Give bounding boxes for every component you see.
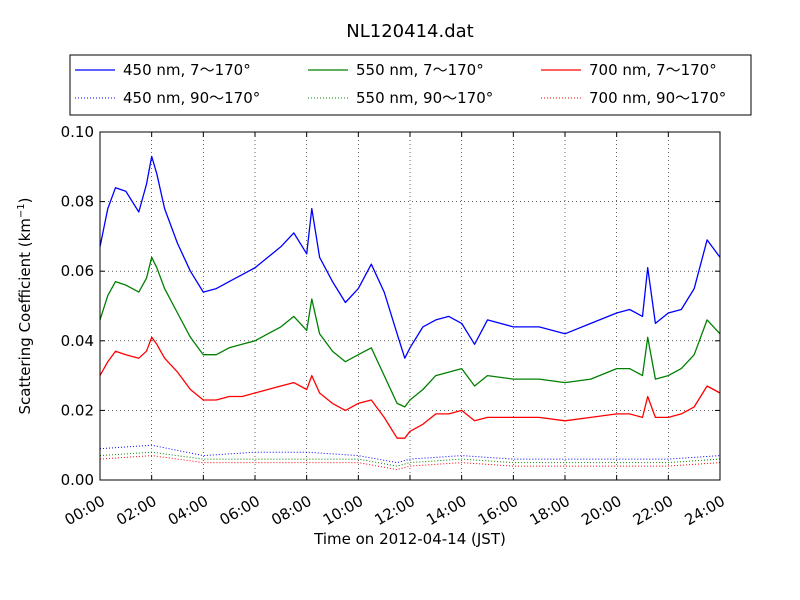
y-tick-label: 0.08 [61,193,94,211]
series-line-2 [99,256,721,408]
legend: 450 nm, 7～170° 450 nm, 90～170° 550 nm, 7～1… [69,54,752,116]
grid [100,132,720,480]
x-axis: 00:00 02:00 04:00 06:00 08:00 10:00 12:00 14:00… [62,132,728,529]
x-tick-label: 02:00 [113,492,159,529]
x-tick-label: 06:00 [217,492,263,529]
series-line-0 [99,155,721,359]
legend-label-0: 450 nm, 7～170° [123,61,251,79]
x-tick-label: 04:00 [165,492,211,529]
y-tick-label: 0.10 [61,123,94,141]
legend-label-1: 450 nm, 90～170° [123,89,260,107]
legend-label-4: 700 nm, 7～170° [589,61,717,79]
series-line-5 [99,455,721,471]
y-tick-label: 0.04 [61,332,94,350]
x-axis-label: Time on 2012-04-14 (JST) [313,530,506,548]
y-axis: 0.00 0.02 0.04 0.06 0.08 0.10 [61,123,720,489]
x-tick-label: 18:00 [527,492,573,529]
x-tick-label: 08:00 [268,492,314,529]
y-tick-label: 0.02 [61,401,94,419]
x-tick-label: 24:00 [682,492,728,529]
x-tick-label: 00:00 [62,492,108,529]
y-axis-label-tail: ) [16,197,34,203]
chart-title: NL120414.dat [346,21,473,42]
legend-box [69,54,752,116]
x-tick-label: 14:00 [423,492,469,529]
plot-series [99,155,721,471]
x-tick-label: 12:00 [372,492,418,529]
legend-label-3: 550 nm, 90～170° [356,89,493,107]
x-tick-label: 10:00 [320,492,366,529]
y-tick-label: 0.00 [61,471,94,489]
series-line-4 [99,336,721,439]
x-tick-label: 22:00 [630,492,676,529]
x-tick-label: 20:00 [578,492,624,529]
y-axis-label-unit-exponent: −1 [16,203,27,218]
legend-label-5: 700 nm, 90～170° [589,89,726,107]
series-line-1 [99,444,721,464]
y-axis-label: Scattering Coefficient (km−1) [16,197,34,414]
legend-label-2: 550 nm, 7～170° [356,61,484,79]
y-tick-label: 0.06 [61,262,94,280]
x-tick-label: 16:00 [475,492,521,529]
y-axis-label-main: Scattering Coefficient (km [16,218,34,414]
